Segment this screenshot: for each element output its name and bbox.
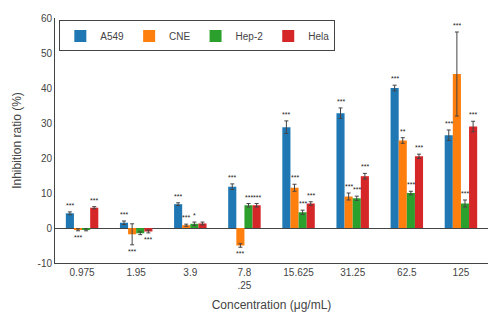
svg-text:*: * — [193, 212, 196, 219]
svg-text:Concentration (μg/mL): Concentration (μg/mL) — [212, 298, 332, 312]
svg-text:***: *** — [66, 202, 74, 209]
svg-text:7.8.25: 7.8.25 — [237, 267, 251, 291]
svg-text:A549: A549 — [100, 31, 124, 42]
svg-text:***: *** — [361, 163, 369, 170]
svg-text:***: *** — [407, 181, 415, 188]
svg-text:***: *** — [120, 211, 128, 218]
svg-text:***: *** — [469, 111, 477, 118]
svg-text:***: *** — [282, 111, 290, 118]
svg-text:-10: -10 — [38, 258, 53, 269]
svg-text:***: *** — [291, 174, 299, 181]
svg-text:15.625: 15.625 — [283, 267, 314, 278]
svg-text:20: 20 — [41, 153, 53, 164]
svg-text:***: *** — [299, 200, 307, 207]
svg-text:60: 60 — [41, 13, 53, 24]
svg-text:***: *** — [74, 234, 82, 241]
svg-text:***: *** — [128, 248, 136, 255]
svg-text:***: *** — [345, 183, 353, 190]
svg-text:62.5: 62.5 — [397, 267, 417, 278]
svg-text:***: *** — [415, 144, 423, 151]
svg-text:3.9: 3.9 — [183, 267, 197, 278]
svg-text:***: *** — [144, 236, 152, 243]
svg-text:***: *** — [174, 193, 182, 200]
svg-text:***: *** — [353, 186, 361, 193]
svg-text:0.975: 0.975 — [70, 267, 95, 278]
svg-text:***: *** — [391, 75, 399, 82]
svg-text:**: ** — [400, 128, 406, 135]
svg-text:***: *** — [445, 120, 453, 127]
svg-text:40: 40 — [41, 83, 53, 94]
svg-text:***: *** — [245, 194, 253, 201]
svg-text:***: *** — [307, 192, 315, 199]
svg-text:1.95: 1.95 — [126, 267, 146, 278]
svg-text:Hela: Hela — [308, 31, 329, 42]
svg-text:***: *** — [90, 197, 98, 204]
svg-text:***: *** — [337, 98, 345, 105]
svg-text:***: *** — [228, 174, 236, 181]
svg-text:***: *** — [236, 250, 244, 257]
svg-text:0: 0 — [46, 223, 52, 234]
svg-text:31.25: 31.25 — [340, 267, 365, 278]
svg-text:30: 30 — [41, 118, 53, 129]
svg-text:***: *** — [453, 22, 461, 29]
svg-text:***: *** — [182, 214, 190, 221]
svg-text:Inhibition ratio (%): Inhibition ratio (%) — [10, 92, 24, 189]
svg-text:50: 50 — [41, 48, 53, 59]
svg-text:***: *** — [461, 190, 469, 197]
svg-text:CNE: CNE — [169, 31, 190, 42]
svg-text:***: *** — [253, 194, 261, 201]
svg-text:125: 125 — [453, 267, 470, 278]
svg-text:10: 10 — [41, 188, 53, 199]
svg-text:Hep-2: Hep-2 — [236, 31, 264, 42]
